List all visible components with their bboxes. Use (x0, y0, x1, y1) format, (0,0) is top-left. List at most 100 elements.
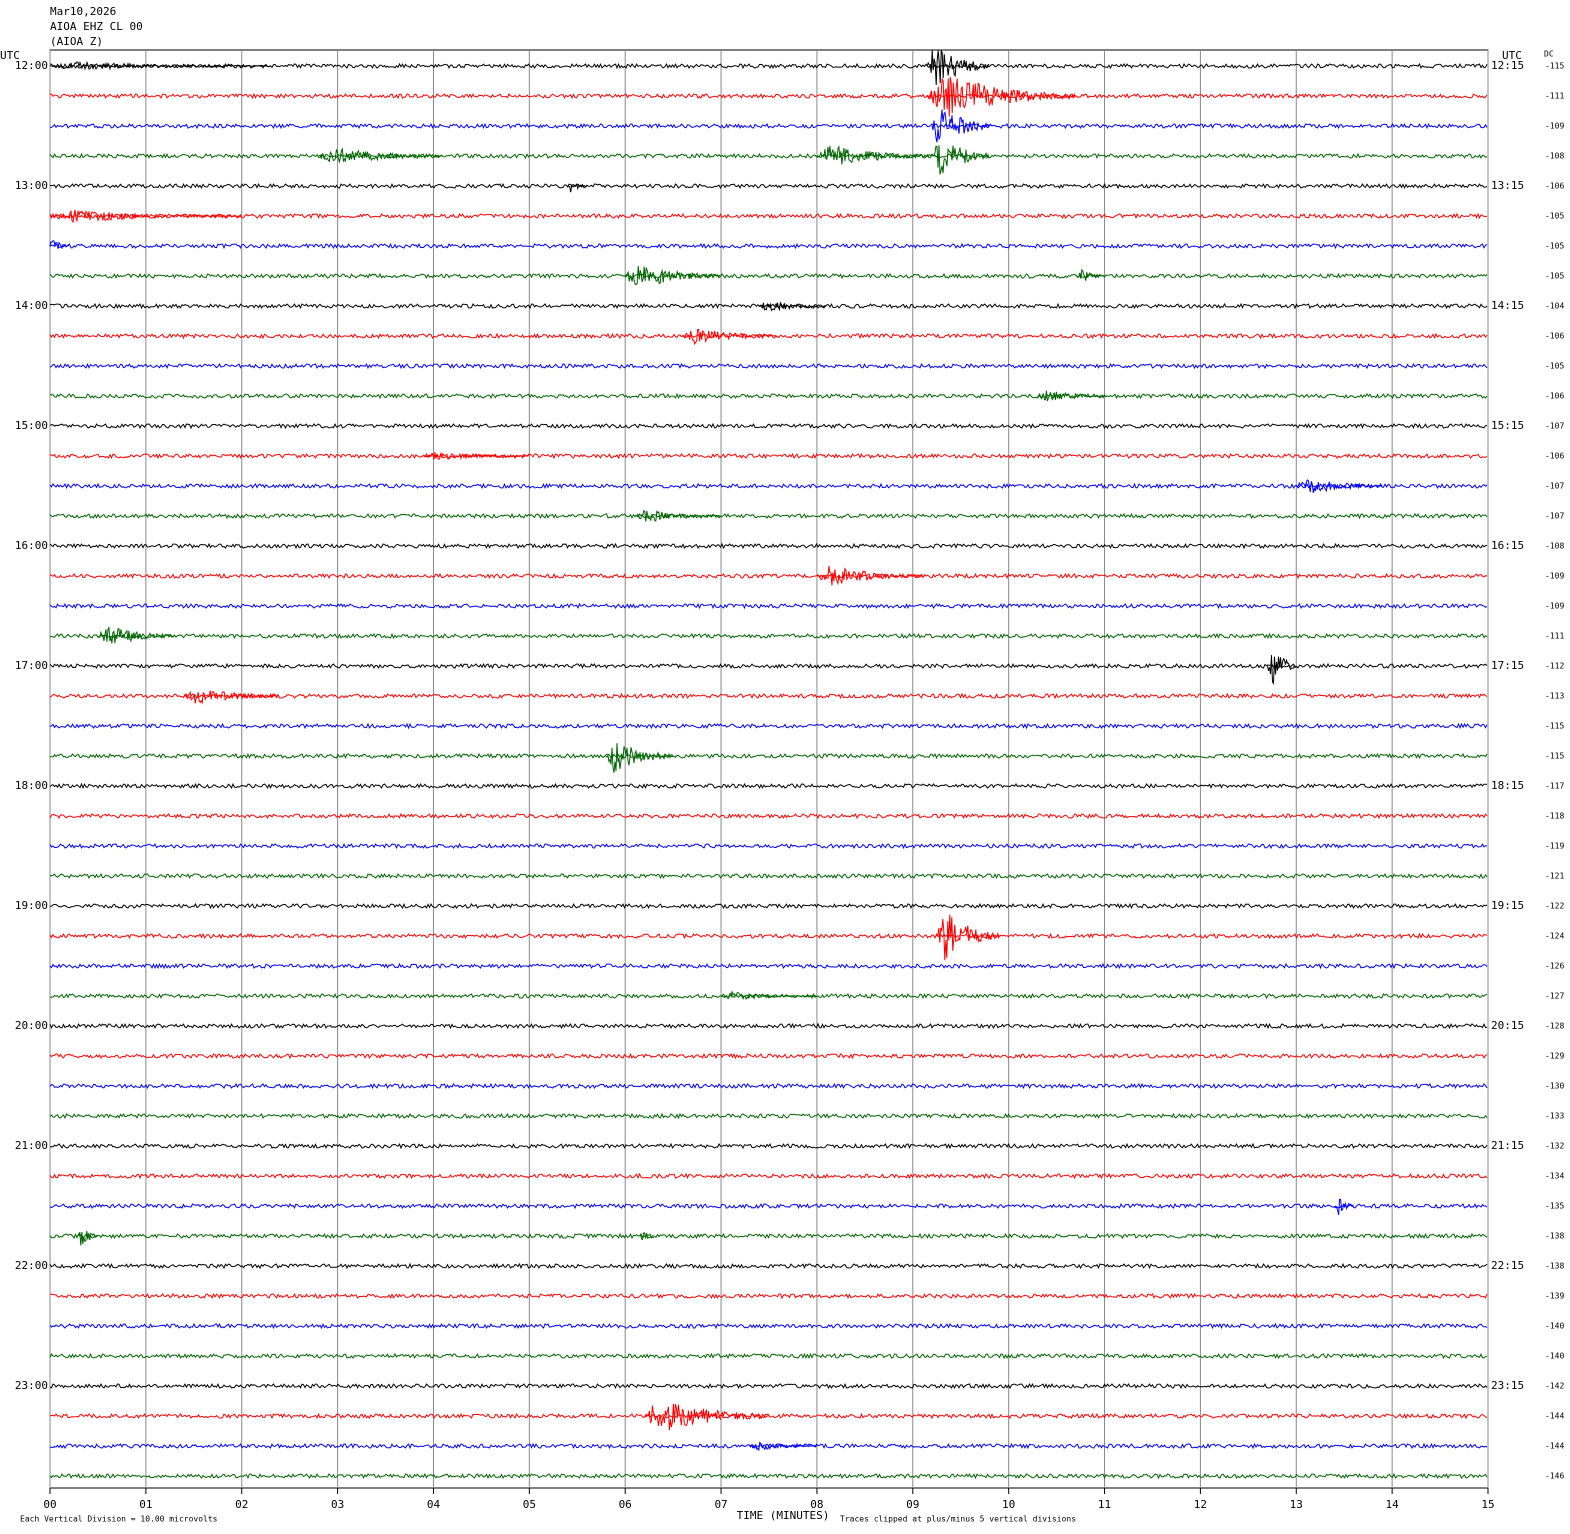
left-time-label: 18:00 (15, 779, 48, 792)
trace (50, 122, 1488, 130)
header-line: Mar10,2026 (50, 5, 116, 18)
left-time-label: 22:00 (15, 1259, 48, 1272)
trace (49, 872, 1488, 880)
x-tick-label: 02 (235, 1498, 248, 1511)
left-time-label: 23:00 (15, 1379, 48, 1392)
dc-value: -104 (1545, 302, 1564, 311)
dc-value: -117 (1545, 782, 1564, 791)
event-signal (931, 109, 990, 143)
trace (49, 332, 1488, 340)
right-time-label: 17:15 (1491, 659, 1524, 672)
dc-value: -105 (1545, 242, 1564, 251)
event-signal (816, 565, 923, 586)
trace (49, 782, 1488, 790)
dc-value: -113 (1545, 692, 1564, 701)
right-time-label: 15:15 (1491, 419, 1524, 432)
dc-value: -108 (1545, 152, 1564, 161)
event-signal (721, 990, 817, 1001)
event-signal (605, 743, 674, 773)
event-signal (634, 509, 721, 522)
trace (49, 1022, 1488, 1030)
event-signal (97, 626, 175, 644)
trace (49, 1412, 1488, 1420)
dc-value: -109 (1545, 572, 1564, 581)
dc-value: -144 (1545, 1442, 1564, 1451)
event-signal (936, 914, 1000, 961)
left-time-label: 14:00 (15, 299, 48, 312)
event-signal (49, 209, 242, 224)
trace (49, 212, 1488, 220)
x-tick-label: 06 (619, 1498, 632, 1511)
event-signal (639, 1232, 654, 1240)
footer-left: Each Vertical Division = 10.00 microvolt… (20, 1515, 218, 1524)
dc-value: -133 (1545, 1112, 1564, 1121)
trace (49, 512, 1488, 520)
dc-value: -135 (1545, 1202, 1564, 1211)
event-signal (644, 1403, 769, 1431)
trace (49, 662, 1488, 670)
left-time-label: 21:00 (15, 1139, 48, 1152)
trace (49, 722, 1488, 730)
x-tick-label: 00 (43, 1498, 56, 1511)
dc-value: -139 (1545, 1292, 1564, 1301)
header-line: AIOA EHZ CL 00 (50, 20, 143, 33)
x-tick-label: 07 (714, 1498, 727, 1511)
trace (49, 152, 1488, 160)
dc-value: -138 (1545, 1262, 1564, 1271)
x-tick-label: 15 (1481, 1498, 1494, 1511)
dc-value: -124 (1545, 932, 1564, 941)
event-signal (816, 145, 933, 165)
right-time-label: 21:15 (1491, 1139, 1524, 1152)
dc-value: -134 (1545, 1172, 1564, 1181)
trace (49, 842, 1487, 850)
x-tick-label: 11 (1098, 1498, 1111, 1511)
left-time-label: 19:00 (15, 899, 48, 912)
event-signal (1267, 655, 1296, 686)
dc-value: -105 (1545, 362, 1564, 371)
trace (49, 1142, 1488, 1150)
dc-value: -119 (1545, 842, 1564, 851)
dc-value: -108 (1545, 542, 1564, 551)
right-time-label: 22:15 (1491, 1259, 1524, 1272)
event-signal (318, 147, 443, 164)
trace (49, 602, 1488, 610)
trace (49, 1292, 1488, 1300)
left-time-label: 16:00 (15, 539, 48, 552)
dc-value: -122 (1545, 902, 1564, 911)
dc-value: -144 (1545, 1412, 1564, 1421)
x-tick-label: 05 (523, 1498, 536, 1511)
trace (49, 302, 1488, 310)
dc-value: -115 (1545, 62, 1564, 71)
trace (49, 632, 1488, 640)
trace (49, 482, 1488, 490)
trace (49, 1112, 1488, 1120)
dc-value: -127 (1545, 992, 1564, 1001)
dc-value: -138 (1545, 1232, 1564, 1241)
trace (49, 572, 1488, 580)
trace (49, 452, 1488, 460)
right-time-label: 19:15 (1491, 899, 1524, 912)
trace (49, 1322, 1488, 1330)
dc-title: DC (1544, 50, 1554, 59)
dc-value: -111 (1545, 632, 1564, 641)
right-time-label: 12:15 (1491, 59, 1524, 72)
event-signal (49, 60, 271, 71)
dc-value: -107 (1545, 512, 1564, 521)
dc-value: -106 (1545, 332, 1564, 341)
right-time-label: 20:15 (1491, 1019, 1524, 1032)
dc-value: -112 (1545, 662, 1564, 671)
dc-value: -140 (1545, 1352, 1564, 1361)
trace (49, 812, 1488, 820)
trace (49, 1352, 1488, 1360)
x-tick-label: 13 (1290, 1498, 1303, 1511)
x-tick-label: 04 (427, 1498, 441, 1511)
event-signal (1296, 479, 1383, 493)
left-time-label: 12:00 (15, 59, 48, 72)
dc-value: -129 (1545, 1052, 1564, 1061)
dc-value: -107 (1545, 482, 1564, 491)
right-time-label: 16:15 (1491, 539, 1524, 552)
right-time-label: 13:15 (1491, 179, 1524, 192)
dc-value: -126 (1545, 962, 1564, 971)
dc-value: -106 (1545, 452, 1564, 461)
